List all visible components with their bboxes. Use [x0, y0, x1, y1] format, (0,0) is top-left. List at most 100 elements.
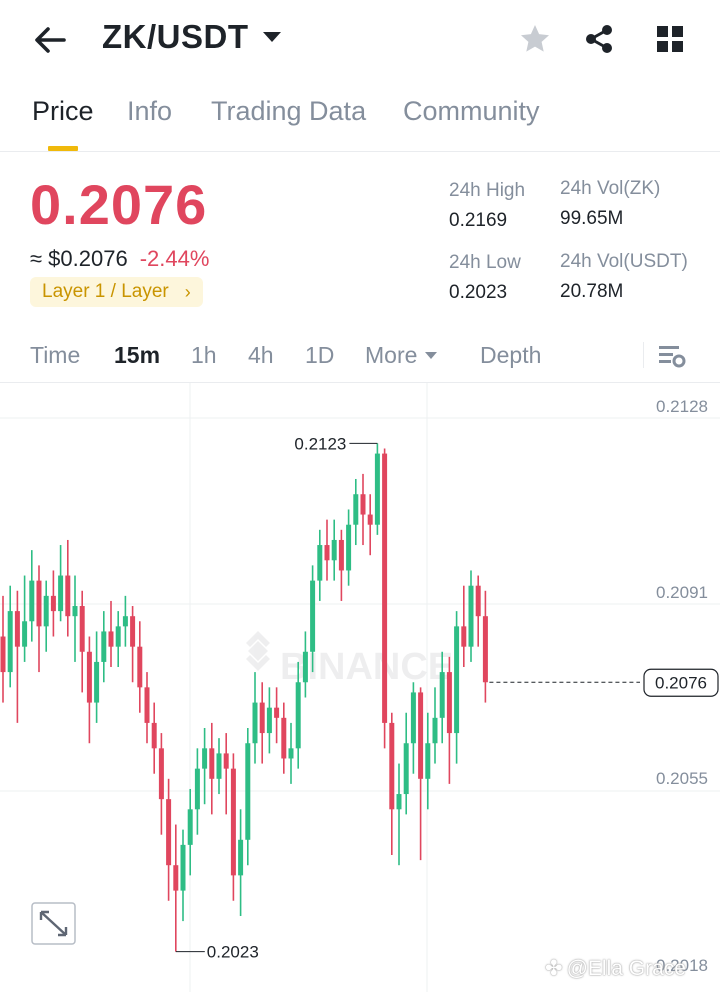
candle-down [324, 545, 330, 561]
top-bar: ZK/USDT [0, 0, 720, 82]
candle-up [396, 794, 402, 810]
tab-trading-data[interactable]: Trading Data [211, 96, 367, 126]
interval-1d[interactable]: 1D [305, 342, 335, 368]
candle-up [353, 494, 359, 525]
usd-price: ≈ $0.2076 [30, 246, 128, 271]
stat-label: 24h Vol(USDT) [560, 251, 688, 272]
tab-community[interactable]: Community [403, 96, 540, 126]
tab-info[interactable]: Info [127, 96, 173, 126]
candle-down [418, 692, 424, 779]
candle-down [274, 707, 280, 718]
candle-down [360, 494, 366, 515]
candle-up [216, 753, 222, 779]
candle-up [295, 682, 301, 749]
candle-up [238, 839, 244, 876]
candle-up [245, 743, 251, 840]
stat-24h-vol-quote: 24h Vol(USDT) 20.78M [560, 251, 688, 303]
candle-up [194, 768, 200, 810]
candle-down [461, 626, 467, 647]
stat-value: 0.2023 [449, 282, 508, 303]
tab-price[interactable]: Price [32, 96, 94, 126]
candle-down [389, 722, 395, 810]
category-tag-label: Layer 1 / Layer [42, 281, 169, 302]
candle-down [158, 748, 164, 800]
candlestick-chart[interactable]: BINANCE 0.2128 0.2091 0.2055 0.2018 0.20… [0, 383, 720, 992]
watermark-logo-icon: ✤ [545, 957, 563, 980]
current-price-box [643, 668, 719, 697]
y-tick-label: 0.2128 [656, 397, 708, 416]
candle-up [331, 539, 337, 561]
stat-value: 99.65M [560, 208, 624, 229]
candle-down [230, 768, 236, 876]
candle-up [439, 672, 445, 718]
category-tag[interactable]: Layer 1 / Layer › [30, 277, 203, 307]
candle-down [108, 631, 114, 647]
low-marker-label: 0.2023 [207, 943, 259, 962]
candle-up [202, 748, 208, 769]
caret-down-icon [425, 352, 438, 359]
interval-depth[interactable]: Depth [480, 342, 542, 368]
section-tabs: Price Info Trading Data Community [0, 96, 720, 152]
candle-down [0, 636, 6, 673]
y-tick-label: 0.2055 [656, 769, 708, 788]
pair-selector[interactable]: ZK/USDT [102, 18, 281, 56]
share-icon[interactable] [582, 22, 616, 56]
candle-up [58, 575, 64, 612]
candle-up [410, 692, 416, 744]
candle-down [130, 616, 136, 647]
stat-label: 24h High [449, 180, 526, 201]
fullscreen-button[interactable] [31, 902, 76, 945]
grid-menu-icon[interactable] [653, 22, 687, 56]
chart-settings-icon[interactable] [656, 340, 688, 372]
candle-down [173, 865, 179, 891]
y-tick-label: 0.2091 [656, 583, 708, 602]
candle-up [122, 616, 128, 627]
watermark-handle: @Ella Grace [566, 956, 686, 980]
active-tab-indicator [48, 146, 78, 151]
candle-up [302, 651, 308, 683]
candle-up [468, 585, 474, 647]
interval-time[interactable]: Time [30, 342, 81, 368]
stat-label: 24h Low [449, 252, 521, 273]
candle-up [72, 606, 78, 617]
candle-up [22, 621, 28, 647]
stat-value: 0.2169 [449, 210, 508, 231]
candles-group [0, 443, 488, 952]
price-change-percent: -2.44% [139, 246, 210, 271]
candle-down [151, 722, 157, 749]
watermark-text: BINANCE [280, 646, 453, 688]
candle-up [266, 707, 272, 734]
binance-watermark-logo: BINANCE [246, 631, 453, 688]
stat-label: 24h Vol(ZK) [560, 178, 661, 199]
candle-down [50, 595, 56, 612]
favorite-star-icon[interactable] [518, 22, 552, 56]
stat-value: 20.78M [560, 281, 624, 302]
candle-down [367, 514, 373, 525]
interval-more[interactable]: More [365, 342, 438, 369]
candle-up [43, 595, 49, 627]
candle-up [101, 631, 107, 662]
candle-down [36, 580, 42, 627]
candle-up [180, 844, 186, 891]
divider [643, 342, 644, 368]
candle-down [86, 651, 92, 703]
interval-4h[interactable]: 4h [248, 342, 274, 368]
current-price-label: 0.2076 [655, 673, 707, 692]
candle-down [382, 453, 388, 723]
candle-up [346, 524, 352, 571]
candle-down [14, 611, 20, 647]
interval-1h[interactable]: 1h [191, 342, 217, 368]
candle-down [65, 575, 71, 617]
candle-up [7, 611, 13, 673]
candle-up [425, 743, 431, 779]
candle-down [338, 539, 344, 571]
author-watermark: ✤ @Ella Grace [545, 956, 686, 981]
candle-down [79, 606, 85, 652]
y-tick-label: 0.2018 [656, 956, 708, 975]
candle-up [252, 702, 258, 744]
back-arrow-icon[interactable] [30, 22, 70, 58]
candle-up [288, 748, 294, 759]
stat-24h-vol-base: 24h Vol(ZK) 99.65M [560, 178, 660, 230]
candle-down [144, 687, 150, 723]
interval-15m[interactable]: 15m [114, 342, 161, 368]
